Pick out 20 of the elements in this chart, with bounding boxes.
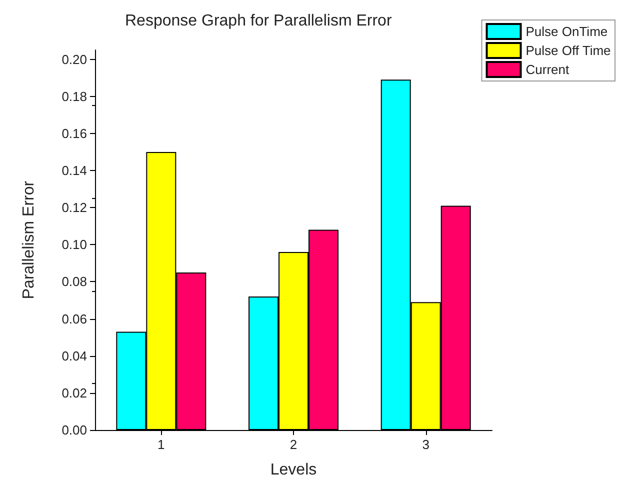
y-tick-label: 0.06 xyxy=(62,311,87,326)
x-tick-label: 3 xyxy=(422,437,430,452)
y-tick-label: 0.14 xyxy=(62,162,87,178)
y-tick-label: 0.18 xyxy=(62,88,87,104)
chart-title: Response Graph for Parallelism Error xyxy=(125,12,392,30)
legend-label: Pulse OnTime xyxy=(526,24,608,39)
y-tick-label: 0.04 xyxy=(62,348,87,364)
y-tick-label: 0.10 xyxy=(62,237,87,252)
x-axis-title: Levels xyxy=(270,462,317,478)
x-tick-label: 1 xyxy=(158,437,165,452)
y-tick-label: 0.00 xyxy=(62,422,87,438)
x-tick-label: 2 xyxy=(290,437,298,452)
y-tick-label: 0.02 xyxy=(62,385,87,400)
legend-label: Current xyxy=(526,62,570,77)
y-tick-label: 0.12 xyxy=(62,200,87,216)
y-tick-label: 0.08 xyxy=(62,274,87,290)
y-axis-title: Parallelism Error xyxy=(20,180,38,300)
legend-label: Pulse Off Time xyxy=(526,43,611,58)
y-tick-label: 0.16 xyxy=(62,126,87,141)
y-tick-label: 0.20 xyxy=(62,52,87,67)
